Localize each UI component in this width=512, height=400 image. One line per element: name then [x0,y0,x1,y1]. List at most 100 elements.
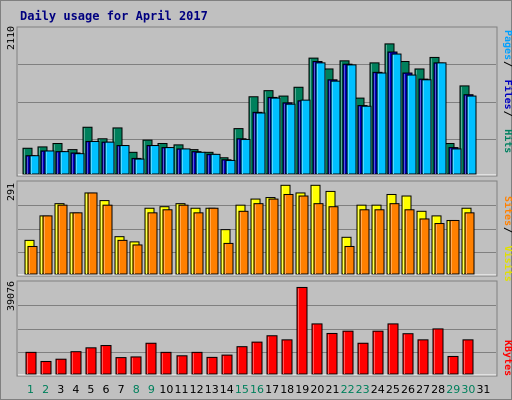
bar-sites-day-8 [132,244,143,275]
day-label-9: 9 [148,383,155,396]
panel-frame [16,180,498,277]
bar-sites-day-25 [389,203,400,275]
bar-sites-day-4 [72,212,83,275]
bar-sites-day-11 [178,204,189,275]
day-label-5: 5 [87,383,94,396]
day-label-15: 15 [235,383,249,396]
bar-pages-day-16 [255,112,266,175]
bar-sites-day-7 [117,239,128,275]
bar-sites-day-26 [404,209,415,275]
y-max-label: 39076 [6,281,17,311]
bar-sites-day-14 [223,242,234,275]
bar-sites-day-24 [374,209,385,275]
bar-kbytes-day-5 [85,347,97,375]
series-pages [29,53,477,175]
bar-pages-day-7 [119,145,130,175]
bar-pages-day-15 [240,138,251,175]
bar-pages-day-29 [451,148,462,175]
panel-1: 2110 Pages / Files / Hits [6,26,512,177]
bar-pages-day-20 [315,62,326,175]
bar-kbytes-day-29 [447,355,459,375]
bar-kbytes-day-10 [160,351,172,375]
day-label-12: 12 [190,383,204,396]
day-label-17: 17 [265,383,279,396]
bar-kbytes-day-7 [115,357,127,375]
bar-pages-day-26 [406,74,417,175]
bar-sites-day-13 [208,207,219,275]
bar-kbytes-day-6 [100,345,112,375]
bar-pages-day-1 [29,155,40,175]
day-label-30: 30 [461,383,475,396]
bar-kbytes-day-4 [70,351,82,375]
panel-frame [16,280,498,377]
day-label-22: 22 [341,383,355,396]
day-label-26: 26 [401,383,415,396]
day-label-2: 2 [42,383,49,396]
bar-sites-day-5 [87,192,98,275]
bar-pages-day-25 [391,53,402,175]
bar-kbytes-day-2 [40,360,52,375]
bar-kbytes-day-20 [311,323,323,375]
bar-kbytes-day-21 [326,332,338,375]
bar-pages-day-2 [44,150,55,175]
bar-kbytes-day-26 [402,333,414,375]
bar-kbytes-day-14 [221,354,233,375]
day-label-14: 14 [220,383,234,396]
day-label-7: 7 [118,383,125,396]
bar-sites-day-12 [193,212,204,275]
bar-sites-day-18 [283,193,294,275]
bar-kbytes-day-24 [372,330,384,375]
legend-separator: / [502,111,512,117]
bar-pages-day-17 [270,97,281,175]
bar-sites-day-28 [434,223,445,275]
bar-pages-day-27 [421,79,432,175]
legend-visits: Visits [502,246,512,282]
bar-pages-day-23 [361,105,372,175]
bar-kbytes-day-8 [130,356,142,375]
legend-sites: Sites [502,196,512,226]
day-label-25: 25 [386,383,400,396]
day-label-29: 29 [446,383,460,396]
panels-group: 2110 Pages / Files / Hits 291 Sites / Visit… [6,26,512,377]
bar-sites-day-29 [449,219,460,275]
bar-pages-day-14 [225,159,236,175]
panel-3: 39076 KBytes [6,280,512,377]
bar-sites-day-9 [147,212,158,275]
bar-pages-day-28 [436,62,447,175]
bar-sites-day-22 [344,245,355,275]
legend-separator: / [502,227,512,233]
bar-sites-day-19 [298,195,309,275]
series-kbytes [25,286,474,375]
legend-files: Files [502,80,512,110]
bar-sites-day-1 [27,245,38,275]
bar-pages-day-10 [164,147,175,175]
bar-sites-day-17 [268,198,279,275]
bar-kbytes-day-19 [296,286,308,375]
bar-kbytes-day-15 [236,346,248,375]
y-max-label: 2110 [6,26,17,50]
day-label-24: 24 [371,383,385,396]
bar-pages-day-11 [180,148,191,175]
panel-2: 291 Sites / Visits [6,180,512,282]
panel-2-legend: Sites / Visits [502,196,512,282]
bar-pages-day-9 [149,145,160,175]
bar-pages-day-4 [74,153,85,175]
bar-kbytes-day-30 [462,339,474,375]
panel-frame [16,26,498,177]
day-label-1: 1 [27,383,34,396]
legend-kbytes: KBytes [502,340,512,376]
day-label-21: 21 [325,383,339,396]
day-label-3: 3 [57,383,64,396]
bar-sites-day-30 [464,212,475,275]
day-label-31: 31 [476,383,490,396]
bar-pages-day-22 [346,64,357,175]
bar-kbytes-day-18 [281,339,293,375]
bar-sites-day-15 [238,210,249,275]
panel-1-legend: Pages / Files / Hits [502,30,512,153]
bar-sites-day-27 [419,218,430,275]
bar-kbytes-day-16 [251,341,263,375]
bar-kbytes-day-27 [417,339,429,375]
bar-sites-day-21 [328,206,339,275]
day-label-10: 10 [159,383,173,396]
bar-sites-day-3 [57,204,68,275]
